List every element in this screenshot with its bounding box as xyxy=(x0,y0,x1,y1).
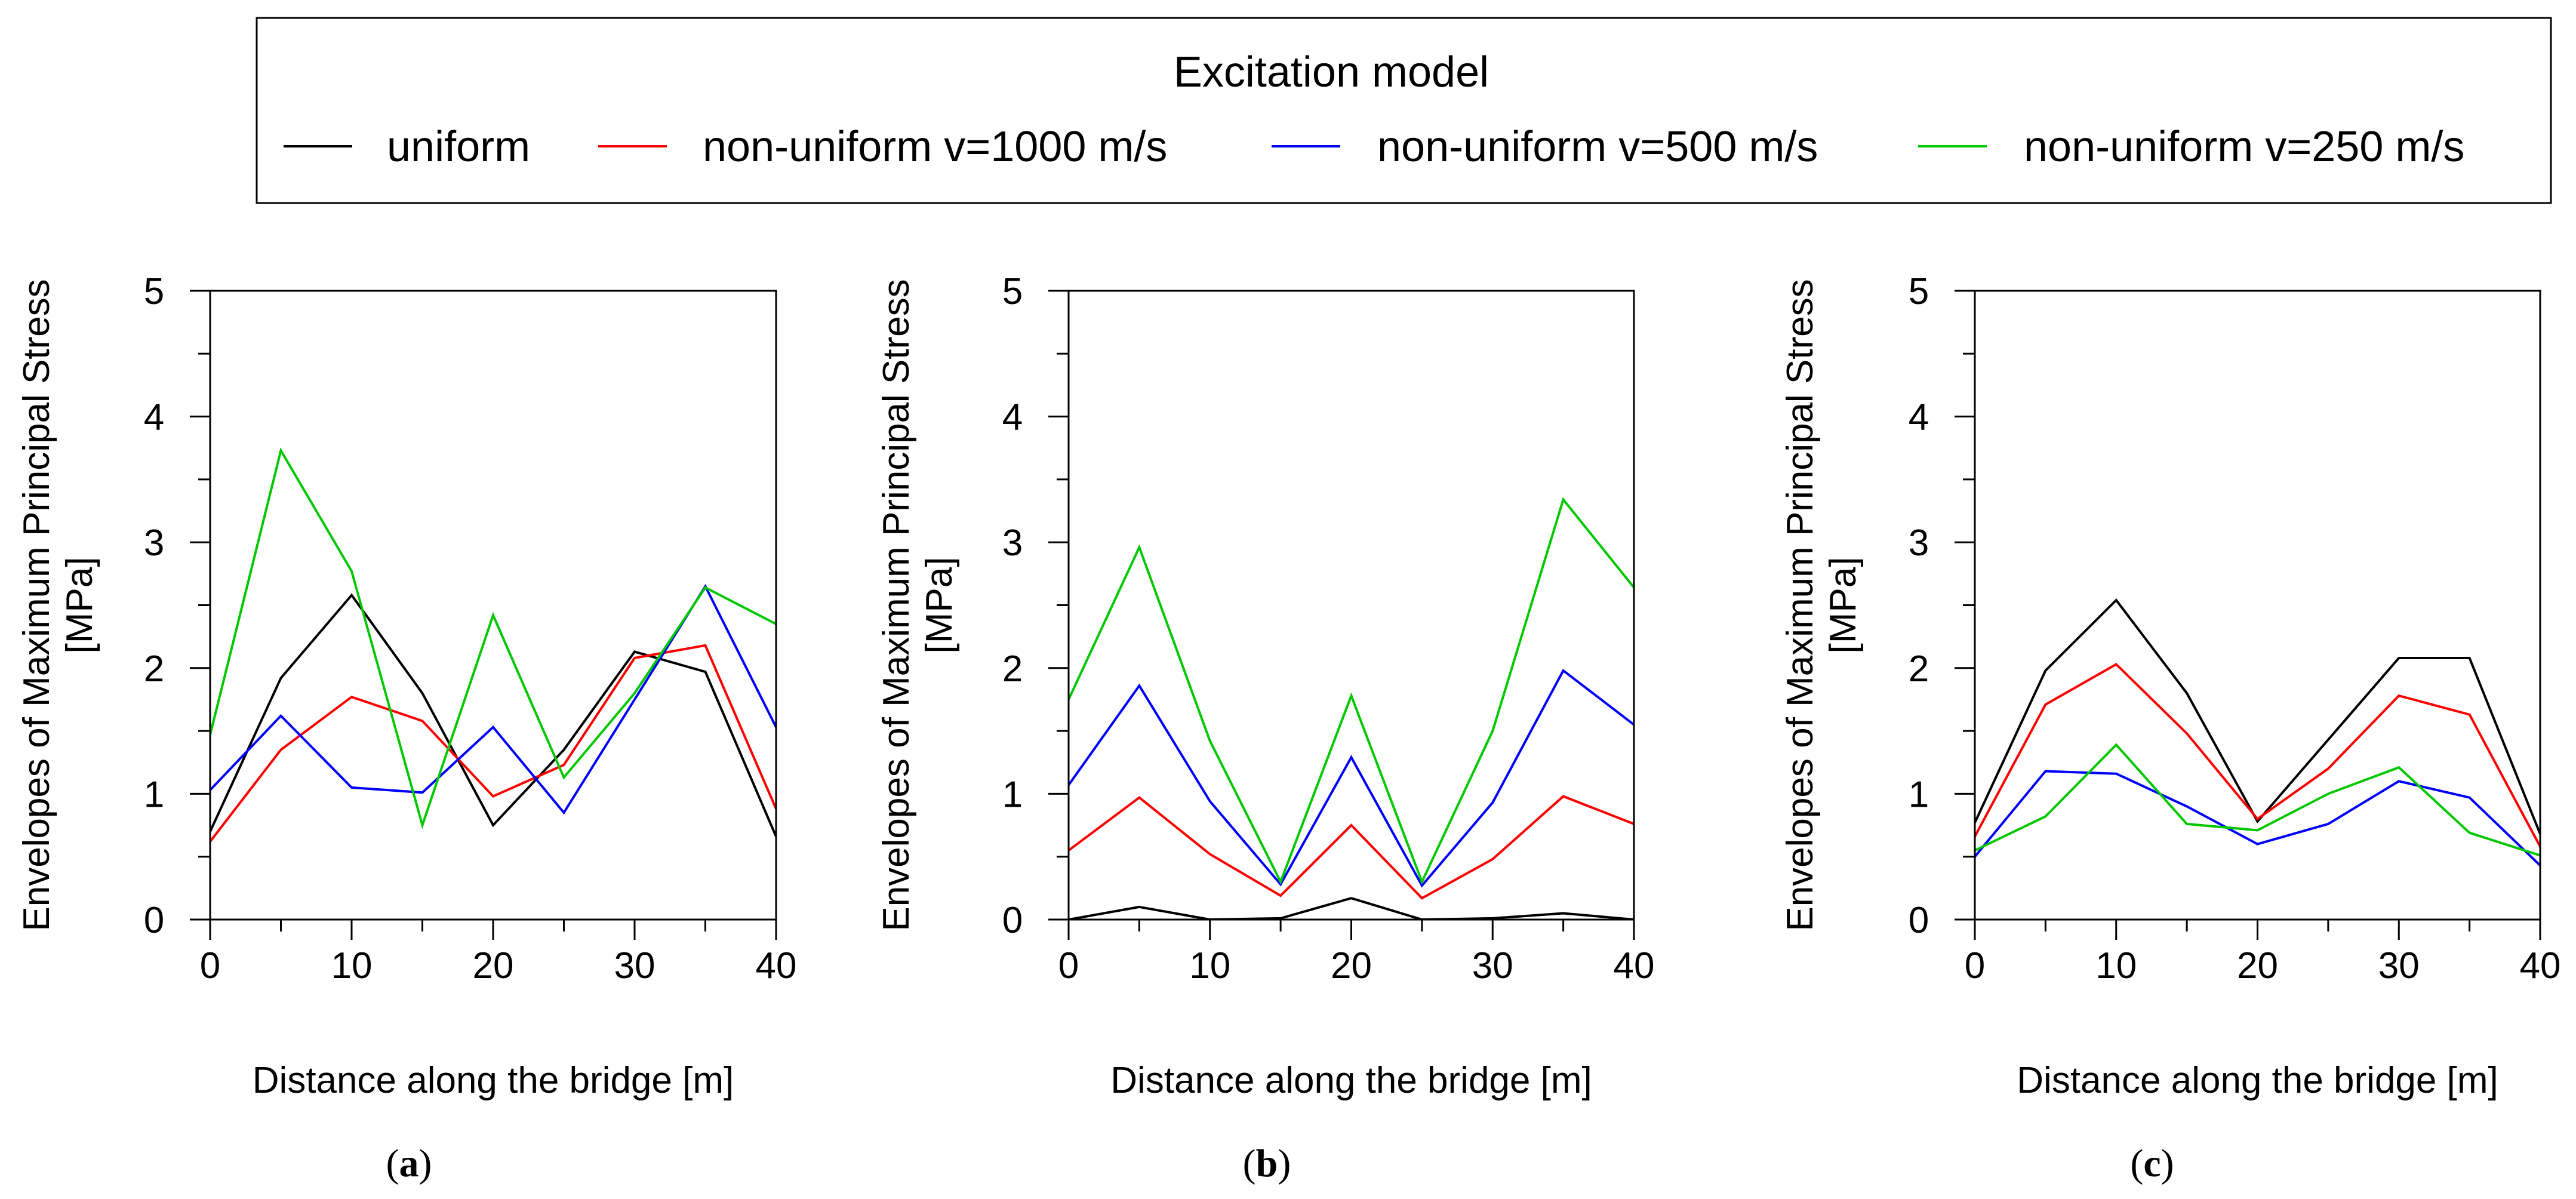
panel-label-suffix: ) xyxy=(419,1142,432,1185)
y-tick-label-0: 0 xyxy=(1909,900,1929,941)
x-tick-label-20: 20 xyxy=(473,945,514,986)
y-tick-label-5: 5 xyxy=(1909,271,1929,312)
panel-label-prefix: ( xyxy=(1243,1142,1256,1185)
y-tick-label-5: 5 xyxy=(1002,271,1023,312)
x-tick-label-10: 10 xyxy=(1189,945,1230,986)
legend-items: uniform non-uniform v=1000 m/s non-uniform… xyxy=(284,123,2464,171)
y-tick-label-2: 2 xyxy=(144,648,164,690)
y-axis-title-line2: [MPa] xyxy=(59,557,100,654)
y-axis-title-line2: [MPa] xyxy=(1823,557,1864,654)
y-tick-label-1: 1 xyxy=(1909,774,1929,815)
series-lines xyxy=(1069,497,1634,920)
panel-label-letter: b xyxy=(1256,1142,1278,1185)
legend-label-uniform: uniform xyxy=(387,123,530,171)
panel-label-letter: a xyxy=(399,1142,419,1185)
series-line-non-uniform-v-1000-m-s xyxy=(1975,663,2540,847)
panel-label-c: (c) xyxy=(2130,1142,2174,1185)
panel-label-b: (b) xyxy=(1243,1142,1291,1185)
x-tick-label-0: 0 xyxy=(1965,945,1985,986)
y-axis-title-line2: [MPa] xyxy=(919,557,960,654)
y-axis-title-line1: Envelopes of Maximum Principal Stress xyxy=(16,279,57,931)
y-tick-label-4: 4 xyxy=(1002,397,1023,438)
x-tick-label-10: 10 xyxy=(2095,945,2137,986)
y-tick-label-3: 3 xyxy=(1909,522,1929,564)
x-tick-label-30: 30 xyxy=(1472,945,1513,986)
panel-label-a: (a) xyxy=(386,1142,432,1185)
y-tick-label-1: 1 xyxy=(1002,774,1023,815)
series-line-non-uniform-v-500-m-s xyxy=(1975,770,2540,866)
legend-label-non-uniform-v-500-m-s: non-uniform v=500 m/s xyxy=(1377,123,1818,171)
x-tick-label-40: 40 xyxy=(1614,945,1655,986)
x-tick-label-0: 0 xyxy=(200,945,220,986)
panel-c: 0 10 20 30 40 0 1 2 3 4 5 Distance along the bridge… xyxy=(1780,271,2560,1185)
x-tick-label-10: 10 xyxy=(331,945,373,986)
x-tick-label-30: 30 xyxy=(2378,945,2420,986)
y-tick-label-0: 0 xyxy=(144,900,164,941)
series-line-non-uniform-v-500-m-s xyxy=(210,583,776,815)
panel-label-suffix: ) xyxy=(2161,1142,2174,1185)
panel-label-letter: c xyxy=(2143,1142,2160,1185)
panel-b: 0 10 20 30 40 0 1 2 3 4 5 Distance along the bridge… xyxy=(876,271,1654,1185)
x-axis-title: Distance along the bridge [m] xyxy=(1110,1060,1592,1101)
legend-label-non-uniform-v-1000-m-s: non-uniform v=1000 m/s xyxy=(703,123,1167,171)
series-lines xyxy=(210,447,776,843)
series-line-non-uniform-v-1000-m-s xyxy=(210,644,776,843)
legend-label-non-uniform-v-250-m-s: non-uniform v=250 m/s xyxy=(2024,123,2464,171)
y-tick-label-1: 1 xyxy=(144,774,164,815)
series-line-non-uniform-v-250-m-s xyxy=(1975,743,2540,857)
x-tick-label-40: 40 xyxy=(2520,945,2561,986)
series-line-non-uniform-v-500-m-s xyxy=(1069,668,1634,888)
x-axis-title: Distance along the bridge [m] xyxy=(253,1060,734,1101)
series-line-non-uniform-v-250-m-s xyxy=(1069,497,1634,885)
y-tick-label-4: 4 xyxy=(144,397,164,438)
y-tick-label-0: 0 xyxy=(1002,900,1023,941)
series-line-non-uniform-v-250-m-s xyxy=(210,447,776,829)
x-tick-label-30: 30 xyxy=(614,945,655,986)
x-tick-label-20: 20 xyxy=(2237,945,2278,986)
series-line-uniform xyxy=(1975,598,2540,835)
y-tick-label-3: 3 xyxy=(1002,522,1023,564)
y-tick-label-2: 2 xyxy=(1909,648,1929,690)
panel-label-prefix: ( xyxy=(2130,1142,2143,1185)
panel-label-suffix: ) xyxy=(1278,1142,1291,1185)
series-line-uniform xyxy=(1069,897,1634,920)
y-tick-label-2: 2 xyxy=(1002,648,1023,690)
y-tick-label-5: 5 xyxy=(144,271,164,312)
y-tick-label-3: 3 xyxy=(144,522,164,564)
x-tick-label-20: 20 xyxy=(1331,945,1372,986)
panel-label-prefix: ( xyxy=(386,1142,399,1185)
x-tick-label-40: 40 xyxy=(756,945,797,986)
y-tick-label-4: 4 xyxy=(1909,397,1929,438)
series-line-uniform xyxy=(210,593,776,837)
series-line-non-uniform-v-1000-m-s xyxy=(1069,795,1634,900)
x-axis-title: Distance along the bridge [m] xyxy=(2017,1060,2498,1101)
y-axis-title-line1: Envelopes of Maximum Principal Stress xyxy=(1780,279,1821,931)
series-lines xyxy=(1975,598,2540,866)
panel-a: 0 10 20 30 40 0 1 2 3 4 5 Distance along the bridge… xyxy=(16,271,796,1185)
legend-box xyxy=(256,17,2552,204)
legend: Excitation model uniform non-uniform v=10… xyxy=(256,17,2552,204)
legend-title: Excitation model xyxy=(1174,48,1489,96)
plot-frame xyxy=(1974,290,2541,921)
x-tick-label-0: 0 xyxy=(1058,945,1079,986)
y-axis-title-line1: Envelopes of Maximum Principal Stress xyxy=(876,279,917,931)
